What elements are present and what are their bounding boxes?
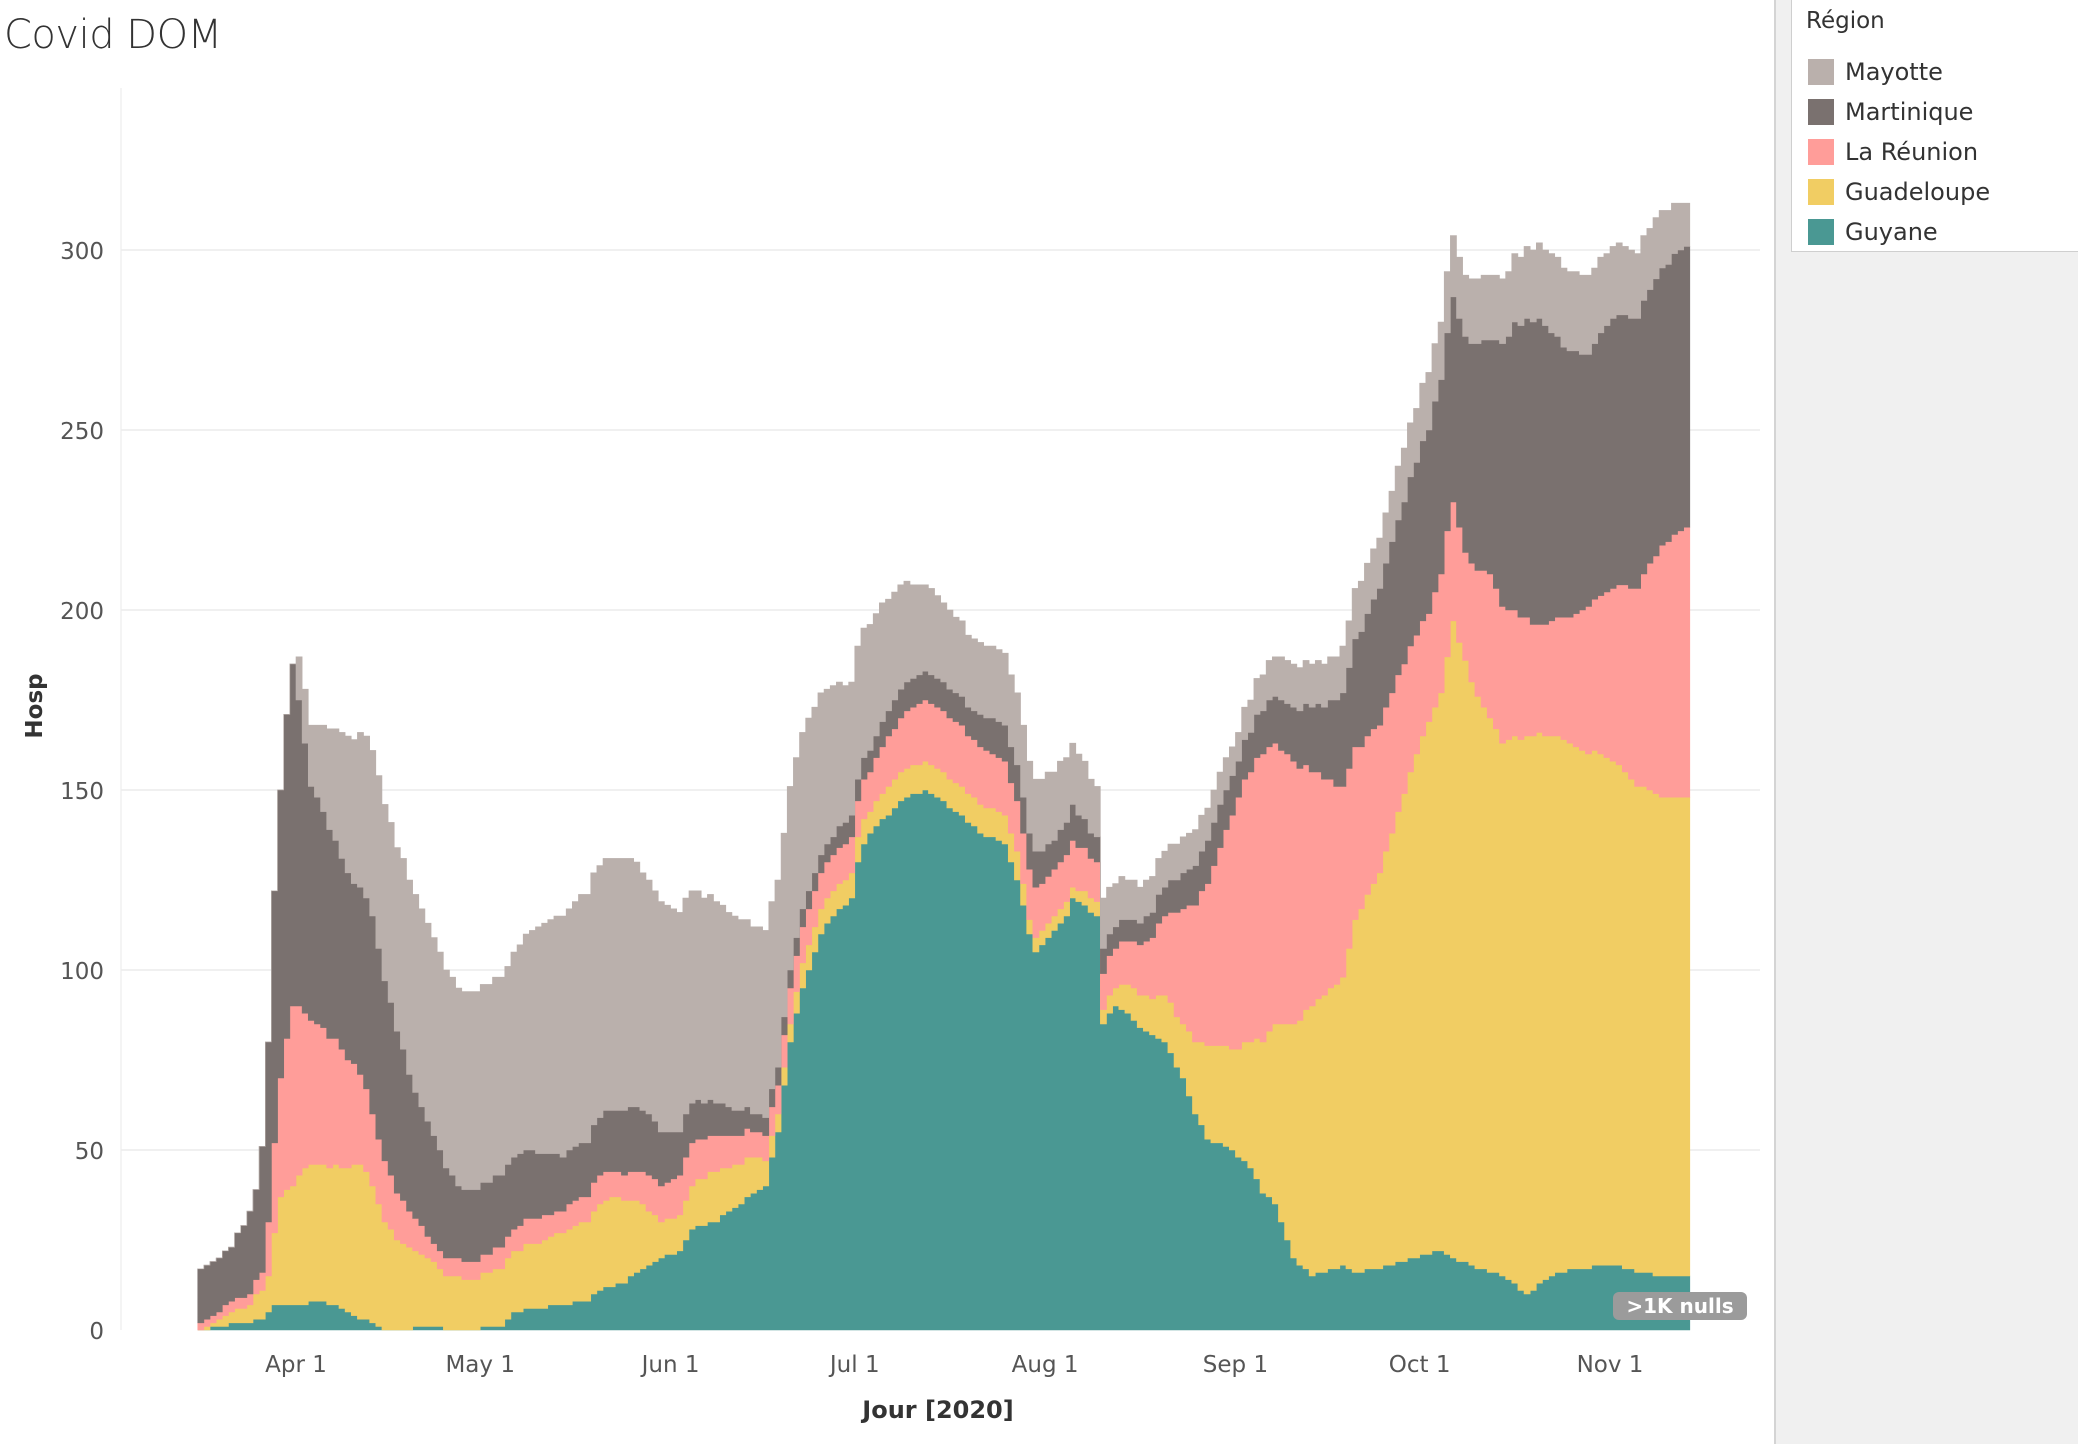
x-tick-label: Sep 1 <box>1203 1352 1268 1378</box>
y-tick-label: 0 <box>89 1319 104 1345</box>
series-area-mayotte[interactable] <box>197 202 1691 1270</box>
legend-label: Guyane <box>1845 218 1938 246</box>
legend-label: Guadeloupe <box>1845 178 1991 206</box>
x-tick-label: Apr 1 <box>265 1352 327 1378</box>
legend-swatch <box>1808 99 1834 125</box>
y-tick-label: 300 <box>60 239 104 265</box>
y-tick-labels: 0 50 100 150 200 250 300 <box>60 239 104 1345</box>
legend-swatch <box>1808 59 1834 85</box>
nulls-badge[interactable]: >1K nulls <box>1613 1292 1747 1320</box>
chart-title: Covid DOM <box>4 12 222 58</box>
x-tick-label: May 1 <box>445 1352 515 1378</box>
stacked-areas <box>197 202 1691 1331</box>
y-tick-label: 150 <box>60 779 104 805</box>
legend-item-martinique[interactable]: Martinique <box>1800 92 2070 132</box>
legend-swatch <box>1808 139 1834 165</box>
legend-label: Martinique <box>1845 98 1974 126</box>
legend-title: Région <box>1806 8 1885 34</box>
legend-item-guyane[interactable]: Guyane <box>1800 212 2070 252</box>
x-tick-label: Nov 1 <box>1577 1352 1644 1378</box>
y-tick-label: 200 <box>60 599 104 625</box>
x-tick-label: Jun 1 <box>640 1352 700 1378</box>
y-axis-label: Hosp <box>22 673 48 738</box>
x-axis-label: Jour [2020] <box>860 1396 1013 1424</box>
legend-item-mayotte[interactable]: Mayotte <box>1800 52 2070 92</box>
y-tick-label: 50 <box>75 1139 104 1165</box>
legend-item-guadeloupe[interactable]: Guadeloupe <box>1800 172 2070 212</box>
legend-swatch <box>1808 219 1834 245</box>
legend-label: Mayotte <box>1845 58 1943 86</box>
x-tick-label: Aug 1 <box>1012 1352 1079 1378</box>
legend: Région Mayotte Martinique La Réunion Guadel… <box>1791 0 2078 252</box>
legend-item-la-r-union[interactable]: La Réunion <box>1800 132 2070 172</box>
y-tick-label: 250 <box>60 419 104 445</box>
y-tick-label: 100 <box>60 959 104 985</box>
x-tick-label: Oct 1 <box>1389 1352 1451 1378</box>
legend-swatch <box>1808 179 1834 205</box>
x-tick-labels: Apr 1 May 1 Jun 1 Jul 1 Aug 1 Sep 1 Oct 1 Nov 1 <box>265 1352 1643 1378</box>
x-tick-label: Jul 1 <box>828 1352 880 1378</box>
legend-label: La Réunion <box>1845 138 1979 166</box>
